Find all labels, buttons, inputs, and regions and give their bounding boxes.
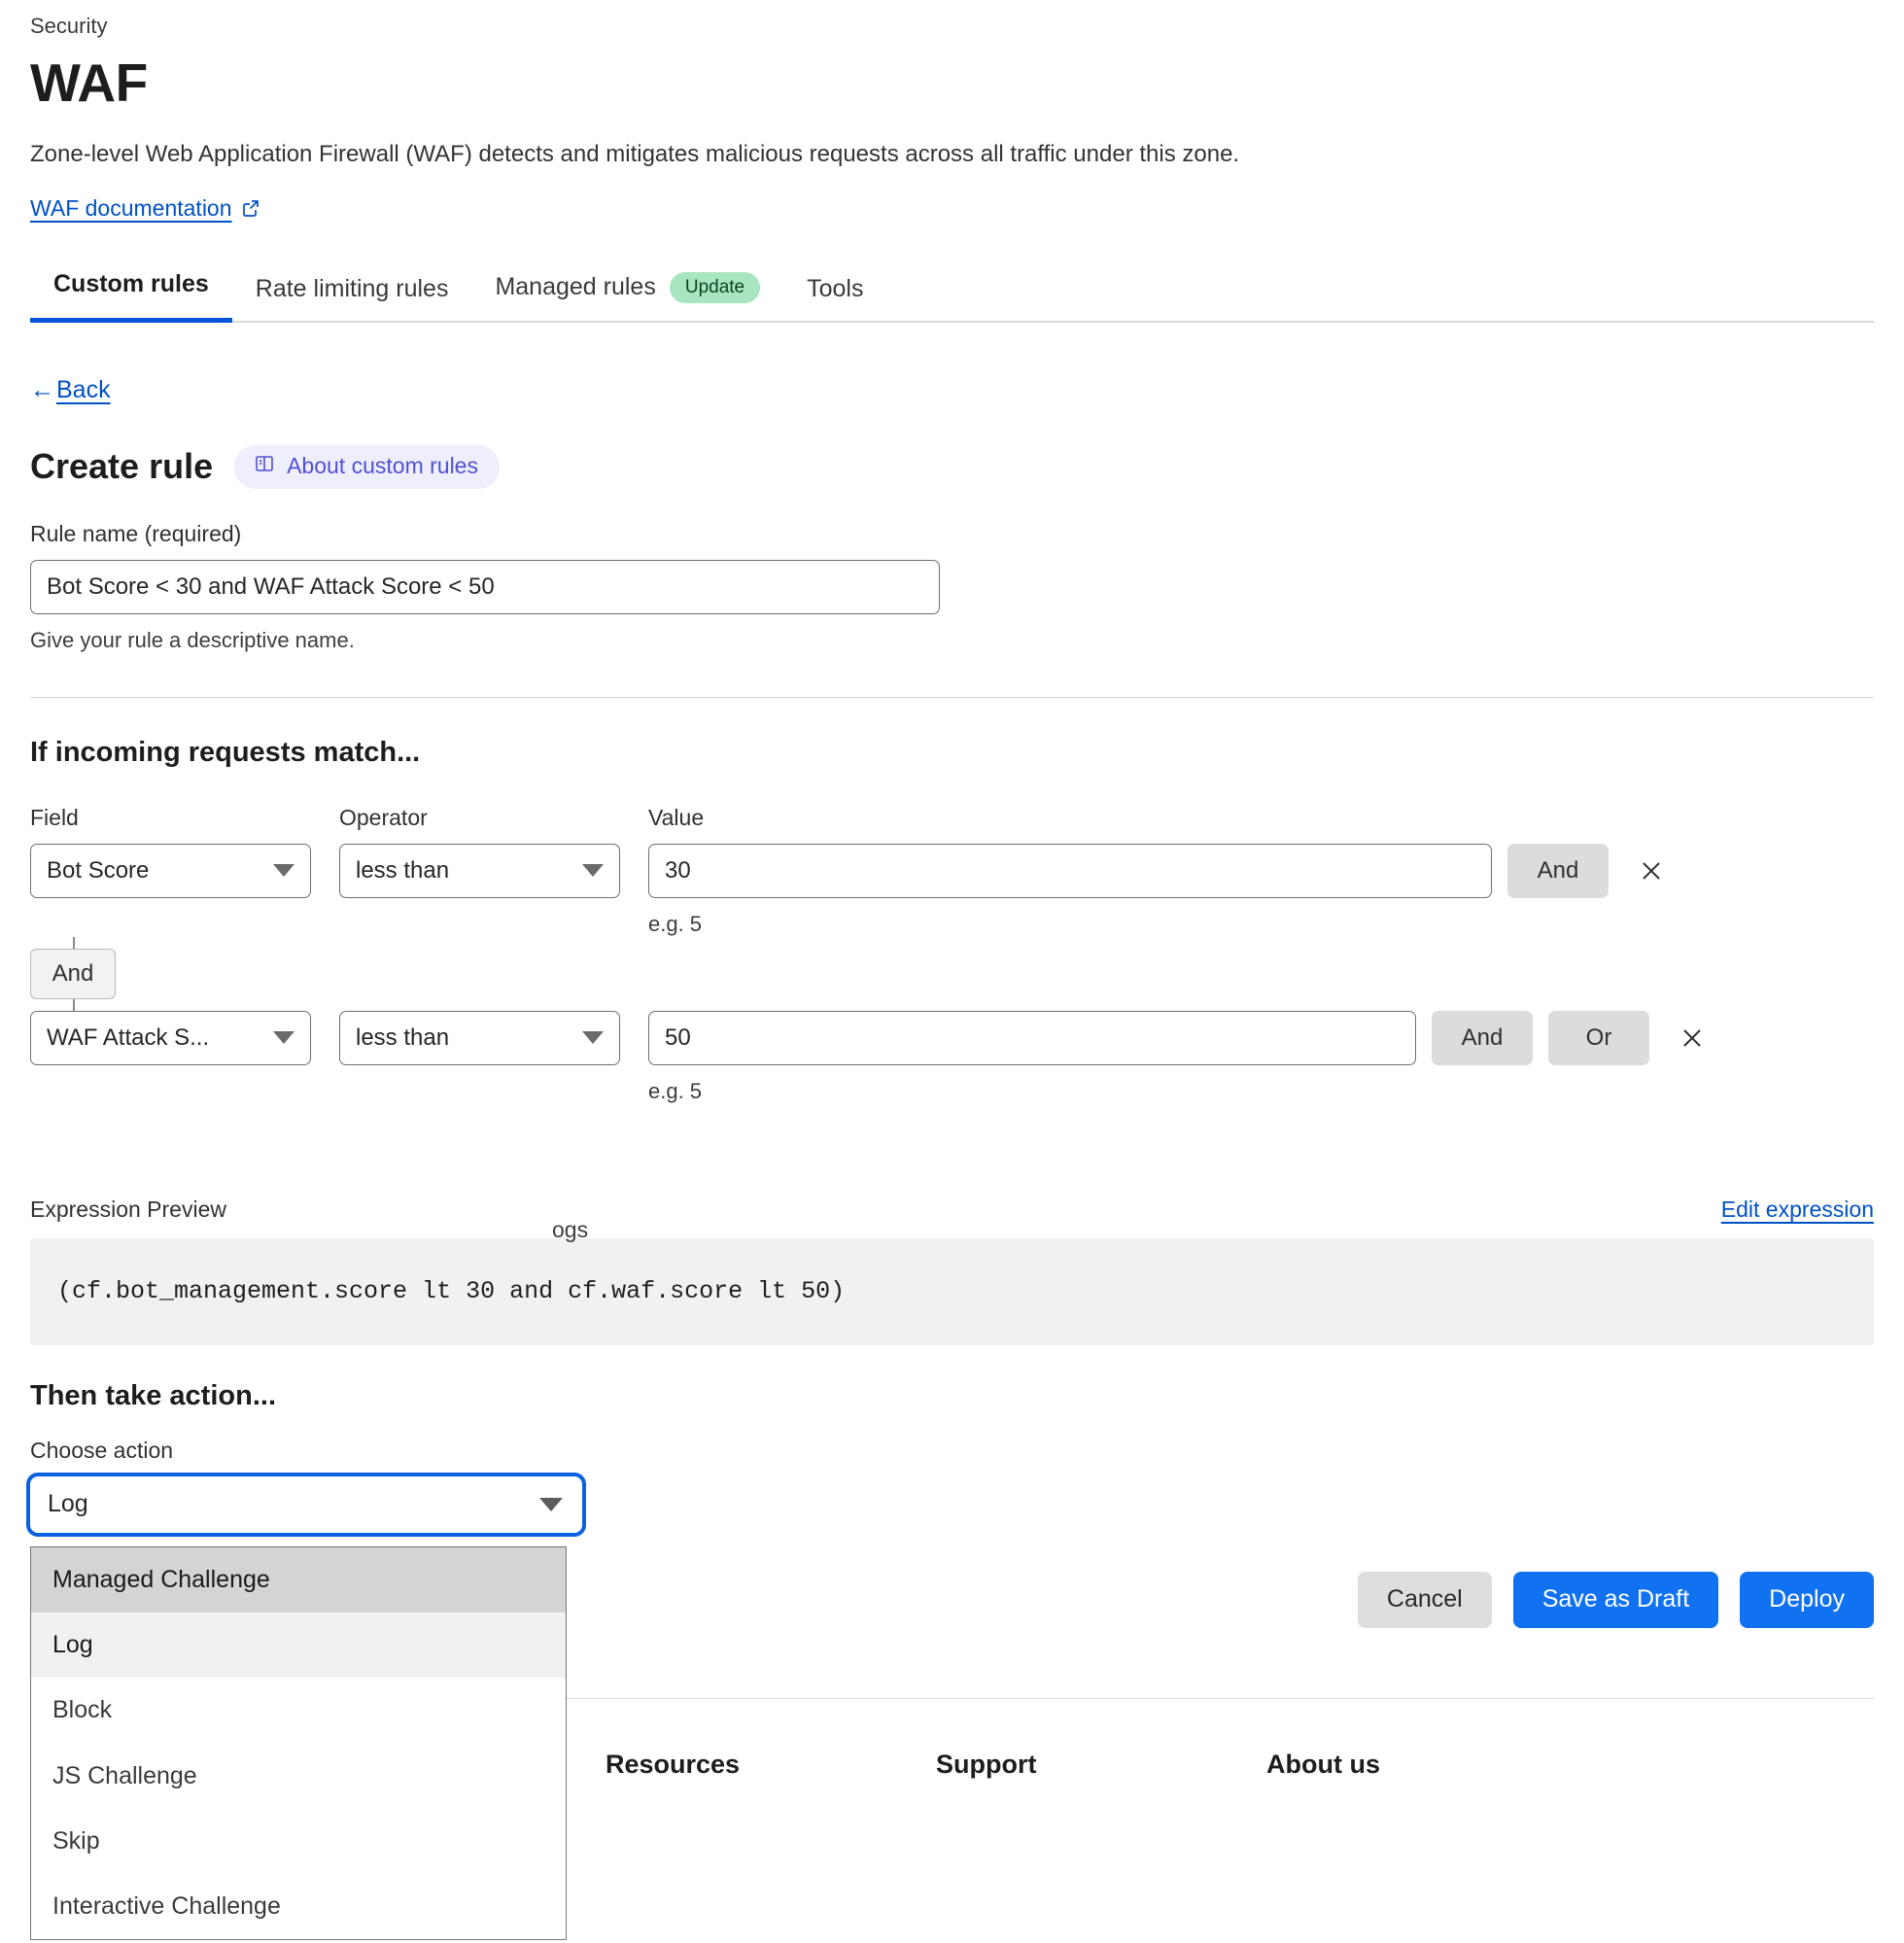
edit-expression-link[interactable]: Edit expression [1720, 1196, 1874, 1222]
condition-value-help-2: e.g. 5 [648, 1078, 703, 1103]
dropdown-option-block[interactable]: Block [52, 1696, 113, 1724]
row-and-button-2[interactable]: And [1432, 1010, 1533, 1065]
condition-row: Bot Score less than e.g. 5 And [30, 843, 1874, 937]
condition-operator-value-2: less than [356, 1024, 450, 1051]
condition-value-input-2[interactable] [648, 1010, 1416, 1065]
rule-name-input[interactable] [30, 559, 940, 614]
form-action-buttons: Cancel Save as Draft Deploy [30, 1571, 1874, 1628]
condition-value-wrap-2: e.g. 5 [648, 1010, 1416, 1104]
tab-custom-rules-label: Custom rules [53, 269, 209, 297]
waf-tabs: Custom rules Rate limiting rules Managed… [30, 259, 1874, 323]
cancel-button[interactable]: Cancel [1357, 1571, 1492, 1628]
chevron-down-icon [582, 864, 604, 878]
external-link-icon [241, 198, 260, 218]
rule-name-label: Rule name (required) [30, 520, 242, 546]
tab-managed-rules-label: Managed rules [495, 273, 656, 301]
remove-condition-button-2[interactable] [1665, 1011, 1719, 1065]
dropdown-option-log[interactable]: Log [31, 1613, 566, 1679]
choose-action-dropdown: Managed Challenge Log Block JS Challenge… [30, 1545, 567, 1941]
action-help-text: ogs [552, 1217, 589, 1242]
expression-preview-label: Expression Preview [30, 1196, 226, 1222]
create-rule-title: Create rule [30, 446, 214, 487]
page-footer: o Resources Support About us [30, 1750, 1874, 1780]
column-header-field: Field [30, 804, 79, 830]
choose-action-label: Choose action [30, 1437, 174, 1463]
page-description: Zone-level Web Application Firewall (WAF… [30, 140, 1240, 167]
tab-custom-rules[interactable]: Custom rules [30, 260, 232, 323]
condition-field-value-1: Bot Score [47, 856, 150, 884]
tab-tools-label: Tools [807, 274, 864, 302]
footer-column-about-us[interactable]: About us [1266, 1749, 1380, 1779]
row-and-button-1[interactable]: And [1507, 843, 1609, 898]
page-title: WAF [30, 52, 148, 113]
choose-action-selected-value: Log [48, 1490, 88, 1518]
action-section-heading: Then take action... [30, 1379, 276, 1411]
about-custom-rules-pill[interactable]: About custom rules [234, 444, 500, 489]
choose-action-select[interactable]: Log [30, 1475, 582, 1533]
choose-action-wrap: Log Managed Challenge Log Block JS Chall… [30, 1475, 582, 1941]
footer-column-support[interactable]: Support [936, 1749, 1037, 1779]
create-rule-heading-row: Create rule About custom rules [30, 444, 1874, 489]
back-link[interactable]: ← Back [30, 376, 111, 404]
waf-documentation-label: WAF documentation [30, 194, 232, 221]
expression-preview-box: (cf.bot_management.score lt 30 and cf.wa… [30, 1237, 1874, 1345]
chevron-down-icon [539, 1497, 563, 1511]
managed-rules-update-badge: Update [669, 271, 761, 303]
condition-field-select-1[interactable]: Bot Score [30, 843, 311, 898]
tab-managed-rules[interactable]: Managed rules Update [471, 262, 783, 323]
condition-field-select-2[interactable]: WAF Attack S... [30, 1010, 311, 1065]
column-header-value: Value [648, 804, 705, 830]
chevron-down-icon [273, 1031, 294, 1045]
deploy-button[interactable]: Deploy [1740, 1571, 1874, 1628]
connector-line-top [73, 936, 75, 949]
expression-preview-header: Expression Preview Edit expression [30, 1197, 1874, 1223]
connector-line-bottom [73, 998, 75, 1011]
dropdown-option-skip[interactable]: Skip [52, 1826, 100, 1855]
condition-value-input-1[interactable] [648, 843, 1492, 898]
condition-and-connector: And [30, 936, 311, 1011]
condition-row: WAF Attack S... less than e.g. 5 And Or [30, 1010, 1874, 1104]
chevron-down-icon [273, 864, 294, 878]
dropdown-option-interactive-challenge[interactable]: Interactive Challenge [52, 1892, 281, 1921]
condition-column-headers: Field Operator Value [30, 805, 1874, 831]
condition-operator-select-2[interactable]: less than [339, 1010, 620, 1065]
chevron-down-icon [582, 1031, 604, 1045]
rule-name-help: Give your rule a descriptive name. [30, 627, 355, 652]
remove-condition-button-1[interactable] [1624, 844, 1679, 898]
back-link-label: Back [56, 375, 111, 403]
row-or-button-2[interactable]: Or [1548, 1010, 1649, 1065]
column-header-operator: Operator [339, 804, 428, 830]
condition-field-value-2: WAF Attack S... [47, 1024, 210, 1051]
back-arrow-icon: ← [30, 375, 54, 403]
condition-operator-value-1: less than [356, 856, 450, 884]
tab-rate-limiting-rules-label: Rate limiting rules [255, 274, 449, 302]
breadcrumb: Security [30, 14, 108, 38]
and-connector-chip[interactable]: And [30, 948, 116, 999]
condition-value-wrap-1: e.g. 5 [648, 843, 1492, 937]
tab-tools[interactable]: Tools [783, 265, 886, 323]
tab-rate-limiting-rules[interactable]: Rate limiting rules [232, 265, 472, 323]
condition-value-help-1: e.g. 5 [648, 911, 703, 936]
footer-column-resources[interactable]: Resources [606, 1749, 741, 1779]
waf-documentation-link[interactable]: WAF documentation [30, 195, 260, 222]
about-custom-rules-label: About custom rules [287, 453, 478, 479]
waf-page: Security WAF Zone-level Web Application … [30, 14, 1874, 1941]
match-section-heading: If incoming requests match... [30, 736, 421, 768]
dropdown-option-managed-challenge[interactable]: Managed Challenge [31, 1546, 566, 1613]
book-icon [254, 453, 275, 480]
section-divider [30, 696, 1874, 698]
save-as-draft-button[interactable]: Save as Draft [1512, 1571, 1719, 1628]
dropdown-option-js-challenge[interactable]: JS Challenge [52, 1761, 197, 1789]
condition-operator-select-1[interactable]: less than [339, 843, 620, 898]
footer-divider [30, 1697, 1874, 1699]
